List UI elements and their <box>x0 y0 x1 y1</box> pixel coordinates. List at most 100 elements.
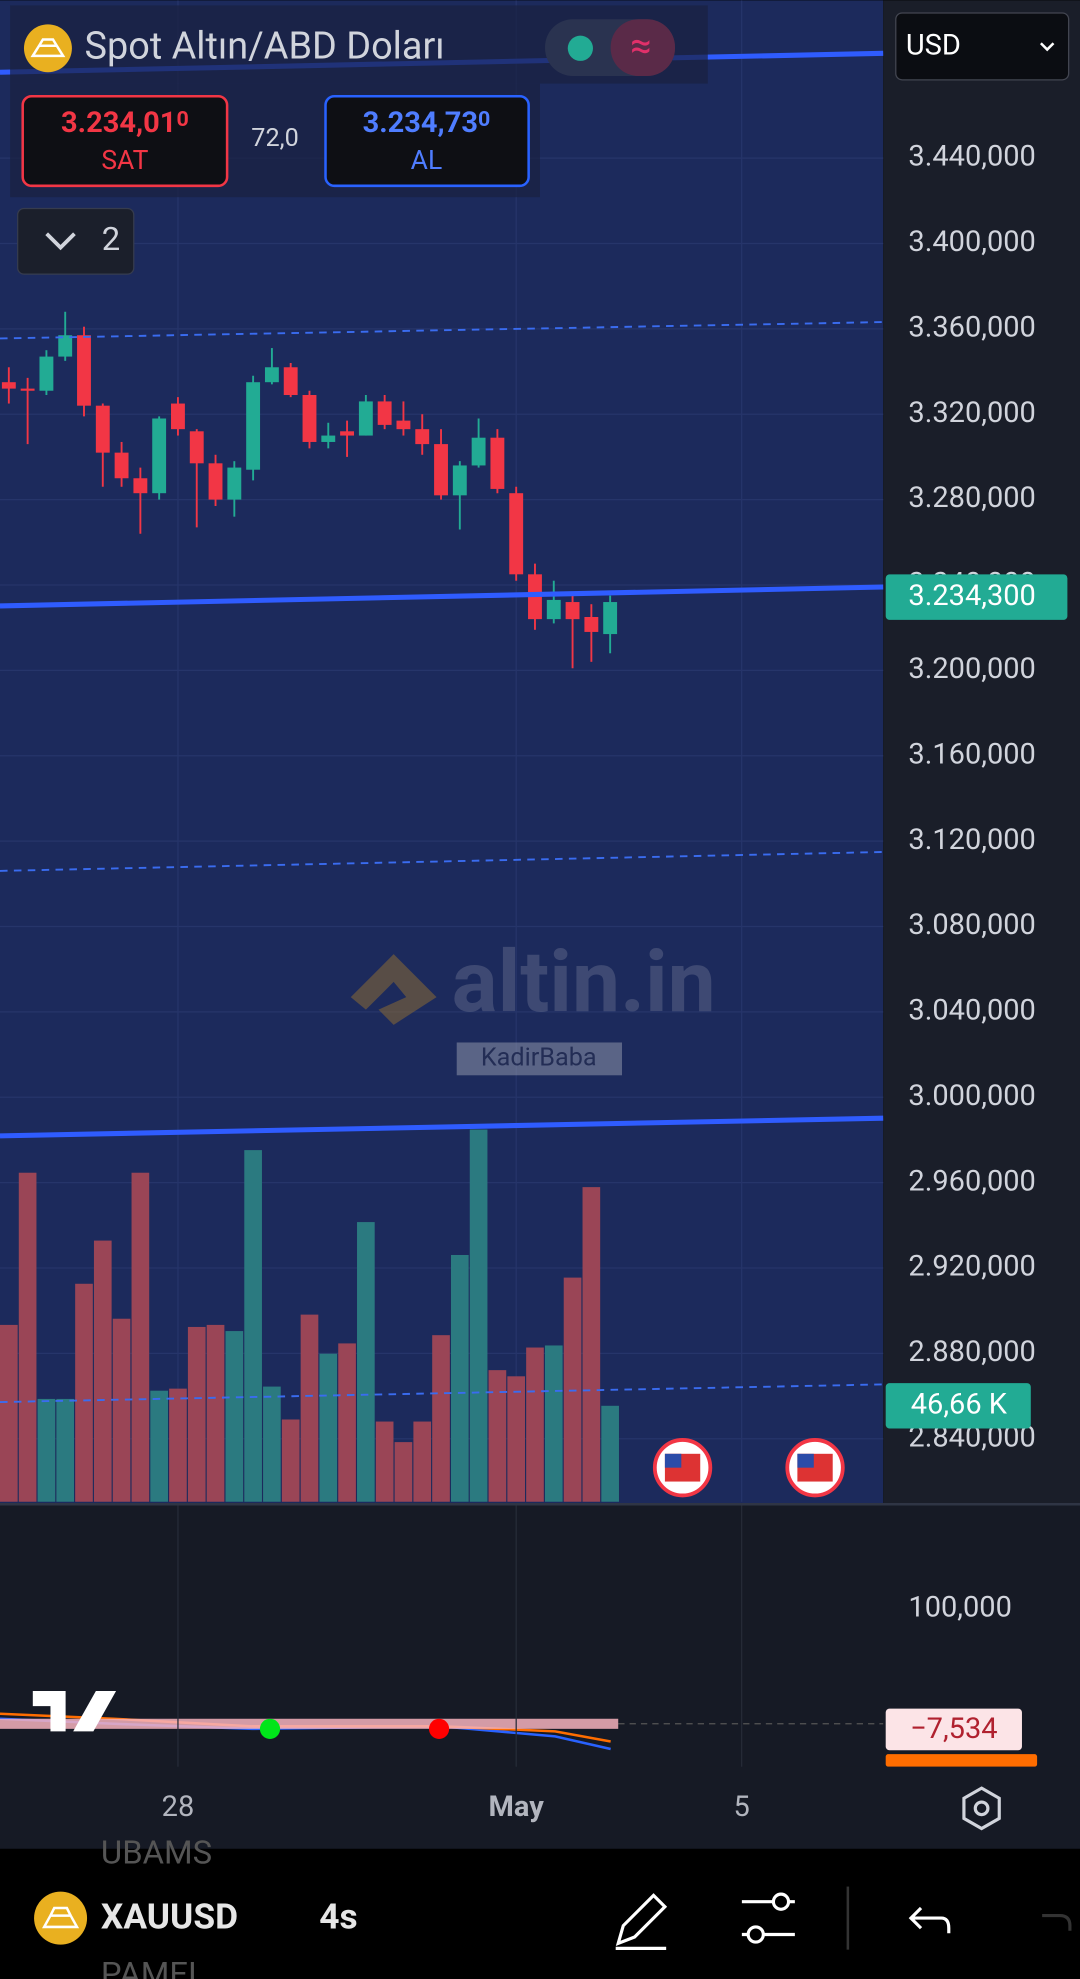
candle-body <box>227 467 242 500</box>
draw-button[interactable] <box>615 1893 668 1950</box>
currency-dropdown[interactable] <box>895 12 1070 81</box>
y-tick-label: 3.080,000 <box>908 908 1035 942</box>
volume-bar <box>488 1370 507 1502</box>
y-tick-label: 3.200,000 <box>908 652 1035 686</box>
candle-body <box>208 463 223 500</box>
redo-button[interactable] <box>1042 1913 1072 1931</box>
price-tag-label: 3.234,300 <box>908 579 1035 613</box>
sell-price: 3.234,010 <box>61 106 189 140</box>
volume-tag-label: 46,66 K <box>911 1387 1008 1421</box>
volume-bar <box>112 1318 131 1502</box>
candle-body <box>340 431 355 436</box>
sell-label: SAT <box>101 145 148 176</box>
candle-body <box>58 335 73 357</box>
time-axis-background <box>0 1766 1080 1849</box>
ghost-text: UBAMS <box>101 1835 212 1873</box>
candle-body <box>396 420 411 430</box>
volume-bar <box>601 1405 619 1502</box>
volume-bar <box>450 1254 469 1502</box>
trend-line <box>0 584 884 609</box>
candle-body <box>246 382 261 470</box>
symbol-icon <box>23 24 72 73</box>
volume-bar <box>338 1343 356 1502</box>
volume-bar <box>526 1347 544 1502</box>
flag-canton <box>797 1453 814 1468</box>
indicators-collapse[interactable] <box>17 207 135 275</box>
x-tick-label: 5 <box>734 1790 750 1824</box>
gold-bars <box>42 1906 80 1929</box>
watermark-text: altin.in <box>452 931 716 1032</box>
x-tick-label: 28 <box>162 1790 195 1824</box>
currency: USD <box>906 29 961 63</box>
oscillator-value-tag <box>885 1708 1022 1751</box>
volume-bar <box>37 1398 56 1502</box>
sell-button[interactable] <box>21 94 229 188</box>
price-tag <box>885 574 1068 620</box>
candle-body <box>603 602 618 635</box>
oscillator: 100,000 −7,534 <box>0 1591 1038 1767</box>
watermark-user-box <box>456 1042 623 1076</box>
candle-body <box>39 356 54 391</box>
volume-bar <box>75 1283 93 1502</box>
volume-bar <box>56 1398 75 1502</box>
candle-body <box>471 437 486 466</box>
interval[interactable]: 4s <box>319 1896 357 1938</box>
trend-line-dashed <box>0 321 884 340</box>
y-tick-label: 3.160,000 <box>908 737 1035 771</box>
realtime-icon: ≈ <box>630 24 651 68</box>
candle-body <box>377 401 392 425</box>
buy-price-main: 3.234,73 <box>363 106 478 140</box>
dropdown-caret <box>1039 42 1055 52</box>
buy-button[interactable] <box>324 94 530 188</box>
candle-body <box>415 429 430 445</box>
ghost-text: PAMEL <box>101 1956 206 1979</box>
sell-price-main: 3.234,01 <box>61 106 176 140</box>
symbol-icon[interactable] <box>34 1891 88 1945</box>
watermark-user: KadirBaba <box>481 1044 597 1073</box>
bottom-bar <box>0 1848 1080 1979</box>
volume-bar <box>281 1419 300 1502</box>
candle-body <box>358 401 373 436</box>
volume-bar <box>394 1442 413 1502</box>
symbol[interactable]: XAUUSD <box>101 1896 238 1938</box>
settings-button[interactable] <box>962 1786 1001 1831</box>
candle-body <box>321 435 336 442</box>
spread: 72,0 <box>251 124 298 153</box>
status-toggle-right <box>610 19 675 77</box>
candle-body <box>171 403 185 430</box>
cross-down <box>428 1718 450 1739</box>
volume-bar <box>93 1240 112 1502</box>
market-open-dot <box>567 35 593 61</box>
volume-bar <box>469 1129 488 1502</box>
y-tick-label: 3.280,000 <box>908 481 1035 515</box>
candle-body <box>434 444 448 496</box>
oscillator-value: −7,534 <box>910 1712 997 1746</box>
volume-bar <box>319 1353 338 1502</box>
volume-bar <box>244 1150 262 1502</box>
y-tick-label: 3.440,000 <box>908 140 1035 174</box>
y-tick-label: 3.120,000 <box>908 823 1035 857</box>
event-flags <box>652 1438 845 1498</box>
y-tick-label: 2.880,000 <box>908 1335 1035 1369</box>
candle-body <box>584 616 599 632</box>
trend-line-dashed <box>0 851 884 872</box>
candle-body <box>20 388 35 391</box>
chevron <box>45 232 76 251</box>
watermark: altin.in KadirBaba <box>350 931 716 1076</box>
indicators-button[interactable] <box>741 1892 795 1944</box>
candle-body <box>133 478 148 494</box>
volume-bar <box>131 1172 150 1502</box>
candle-body <box>452 465 467 496</box>
candle-body <box>264 367 279 383</box>
volume-tag <box>885 1383 1031 1429</box>
volume-bar <box>357 1222 375 1502</box>
buy-label: AL <box>411 145 443 176</box>
undo-button[interactable] <box>908 1906 951 1934</box>
trend-line-dashed <box>0 1383 884 1404</box>
trend-line <box>0 1115 884 1139</box>
slider-knob <box>746 1925 765 1944</box>
tv-logo <box>32 1690 117 1732</box>
volume-bar <box>263 1386 281 1502</box>
